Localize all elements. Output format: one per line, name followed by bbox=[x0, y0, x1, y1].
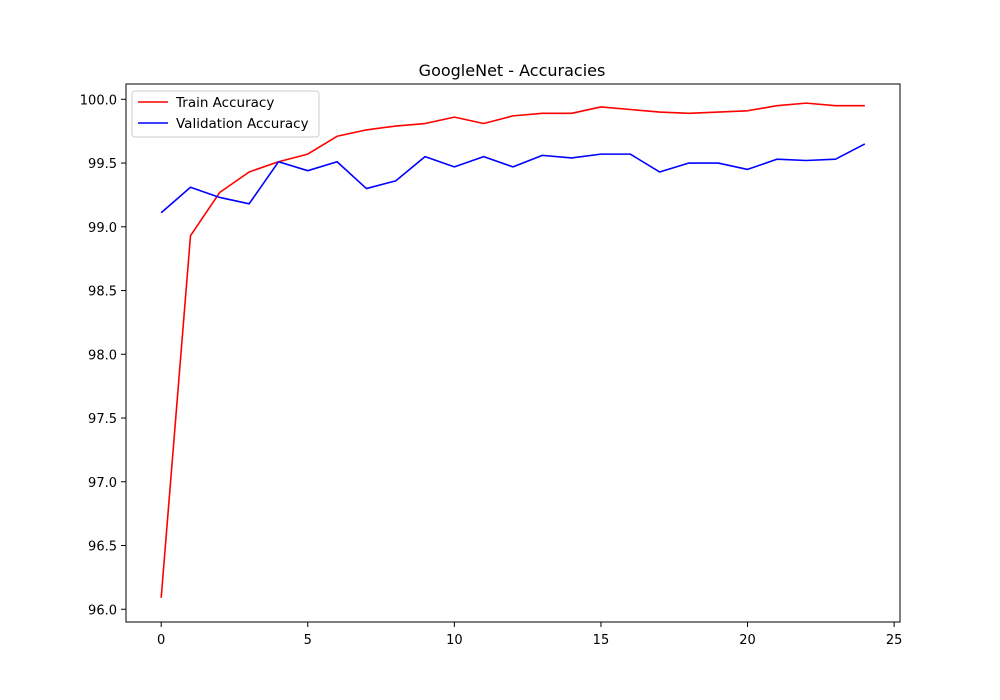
x-tick-label: 0 bbox=[157, 633, 165, 648]
y-tick-label: 98.0 bbox=[88, 348, 117, 363]
plot-frame bbox=[125, 83, 901, 623]
x-tick-label: 25 bbox=[886, 633, 903, 648]
y-tick-label: 98.5 bbox=[88, 285, 117, 300]
chart-title: GoogleNet - Accuracies bbox=[419, 61, 606, 80]
series-group bbox=[160, 102, 866, 598]
y-tick-label: 97.5 bbox=[88, 412, 117, 427]
legend-label: Train Accuracy bbox=[175, 95, 274, 111]
y-tick-label: 96.0 bbox=[88, 603, 117, 618]
x-tick-label: 5 bbox=[304, 633, 312, 648]
x-axis: 0 5 10 15 20 25 bbox=[157, 622, 902, 648]
x-tick-label: 15 bbox=[593, 633, 610, 648]
y-tick-label: 99.0 bbox=[88, 221, 117, 236]
legend-label: Validation Accuracy bbox=[176, 116, 309, 132]
x-tick-label: 10 bbox=[446, 633, 463, 648]
y-tick-label: 96.5 bbox=[88, 540, 117, 555]
legend-box bbox=[131, 90, 320, 138]
y-axis: 96.0 96.5 97.0 97.5 98.0 98.5 99.0 99.5 100.0 bbox=[80, 93, 126, 618]
y-tick-label: 99.5 bbox=[88, 157, 117, 172]
y-tick-label: 97.0 bbox=[88, 476, 117, 491]
plot-area bbox=[125, 83, 901, 623]
series-line-2 bbox=[160, 143, 866, 214]
y-tick-label: 100.0 bbox=[80, 93, 117, 108]
x-tick-label: 20 bbox=[739, 633, 756, 648]
legend: Train Accuracy Validation Accuracy bbox=[131, 90, 320, 138]
